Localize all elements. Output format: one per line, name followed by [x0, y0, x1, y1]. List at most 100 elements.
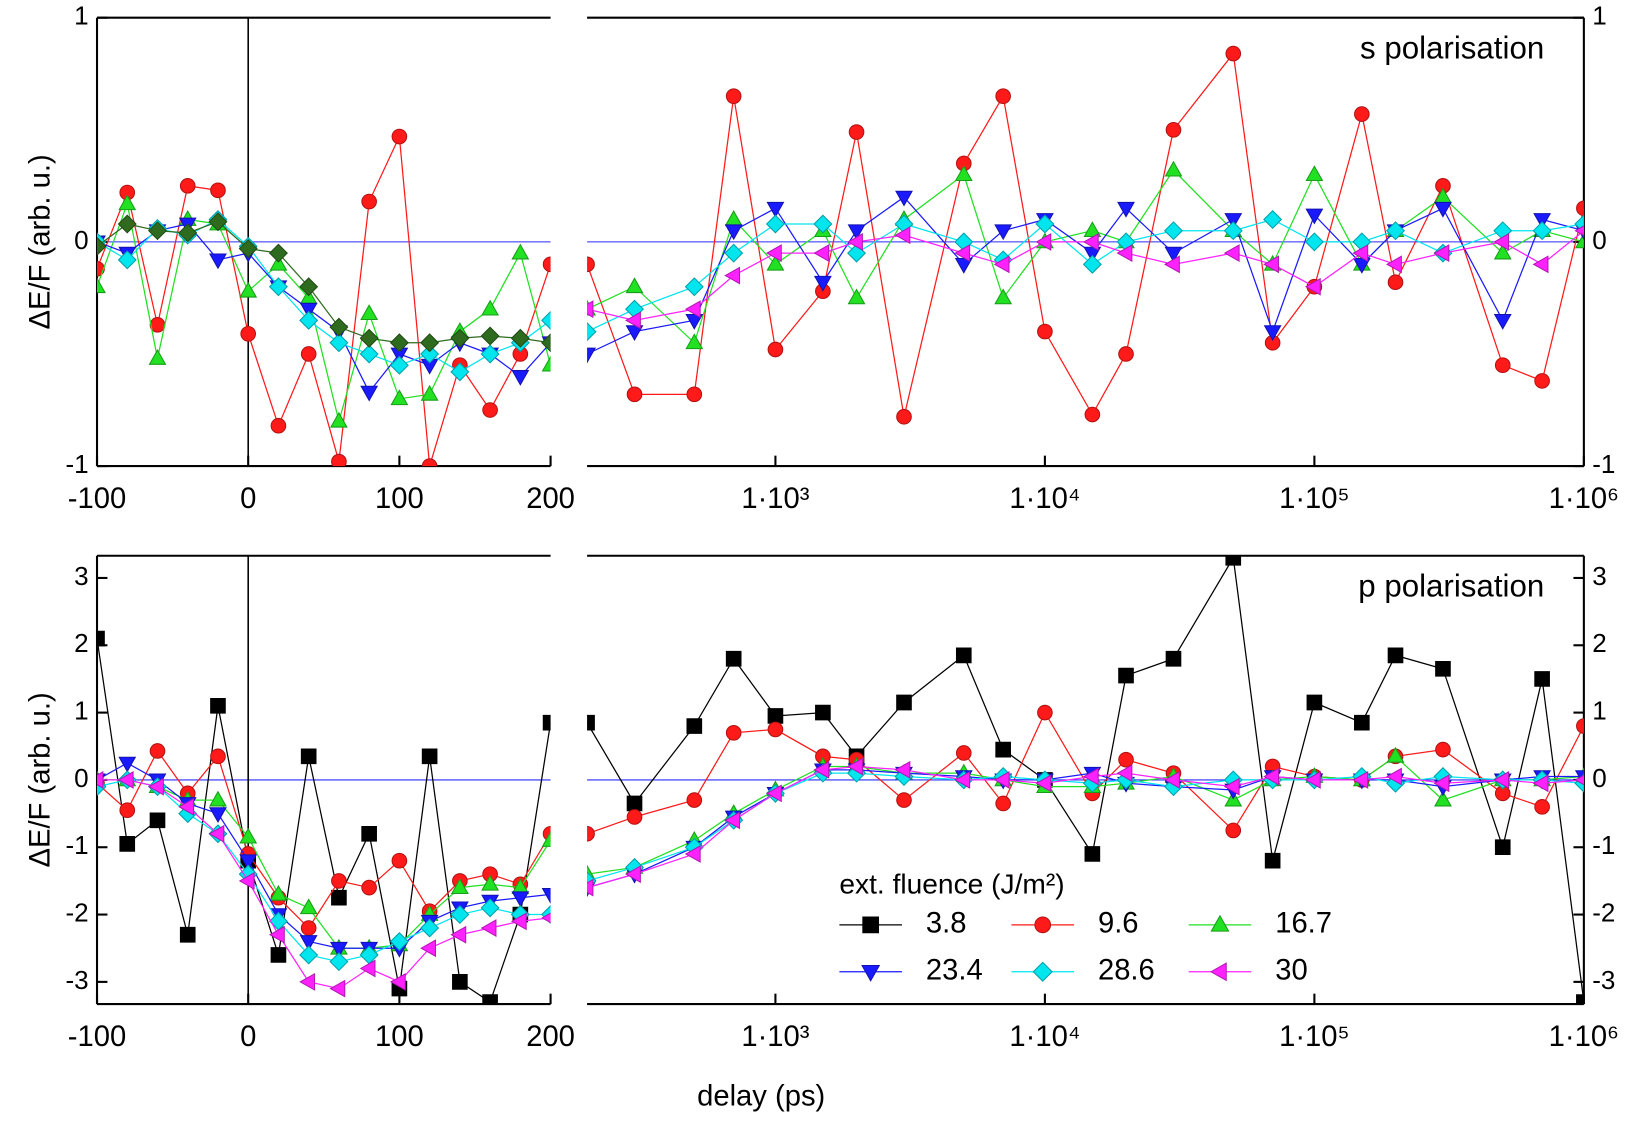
y-tick-label: -1	[1592, 830, 1615, 860]
data-point	[1493, 243, 1512, 260]
data-point	[1306, 694, 1323, 711]
y-tick-label: 1	[1592, 1, 1607, 31]
panel: -1 0 1 -100 0 100 200 ΔE/F (arb. u.)	[24, 1, 574, 516]
y-tick-label: 3	[1592, 561, 1607, 591]
data-point	[1084, 846, 1101, 862]
data-point	[813, 244, 830, 263]
data-point	[329, 411, 348, 428]
data-point	[148, 349, 167, 365]
data-point	[1576, 200, 1584, 217]
data-point	[210, 182, 226, 199]
data-point	[767, 341, 784, 358]
annotation: p polarisation	[1358, 568, 1544, 603]
data-point	[331, 873, 347, 889]
data-point	[541, 333, 551, 353]
data-point	[299, 972, 316, 991]
data-point	[480, 326, 500, 346]
annotation: s polarisation	[1360, 30, 1544, 65]
y-tick-label: 3	[74, 561, 89, 591]
data-point	[329, 333, 349, 353]
x-tick-label: 1·10⁵	[1279, 483, 1350, 515]
data-point	[625, 865, 641, 884]
x-tick-label: 0	[240, 483, 256, 515]
data-point	[1164, 255, 1180, 274]
series-line	[97, 749, 551, 930]
x-tick-label: 1·10⁵	[1279, 1021, 1350, 1053]
data-point	[1263, 325, 1282, 342]
data-point	[955, 647, 972, 664]
x-tick-label: 1·10⁶	[1549, 1021, 1619, 1053]
data-point	[268, 277, 288, 297]
data-point	[1534, 373, 1550, 389]
data-point	[511, 891, 530, 908]
data-point	[1082, 767, 1099, 786]
data-point	[117, 214, 137, 234]
data-point	[541, 888, 551, 904]
data-point	[587, 322, 597, 342]
data-point	[994, 288, 1013, 305]
data-point	[1493, 314, 1512, 330]
data-point	[511, 370, 530, 386]
series-line	[97, 134, 551, 467]
legend-label: 16.7	[1275, 908, 1332, 940]
series-line	[97, 201, 551, 424]
data-point	[1534, 799, 1550, 815]
data-point	[359, 328, 379, 348]
data-point	[209, 790, 227, 807]
data-point	[724, 224, 743, 241]
data-point	[300, 346, 317, 362]
legend-label: 3.8	[926, 908, 967, 940]
data-point	[1225, 45, 1242, 62]
data-point	[119, 836, 136, 852]
data-point	[587, 256, 595, 273]
data-point	[1304, 770, 1321, 789]
data-point	[626, 795, 643, 812]
data-point	[511, 243, 530, 260]
y-tick-label: 2	[1592, 628, 1607, 658]
data-point	[119, 802, 136, 818]
data-point	[626, 809, 643, 825]
data-point	[299, 935, 318, 951]
series-line	[97, 779, 551, 990]
data-point	[1164, 160, 1183, 177]
data-point	[725, 725, 742, 741]
data-point	[813, 275, 832, 292]
data-point	[954, 165, 973, 182]
data-point	[210, 748, 226, 765]
data-point	[1386, 746, 1405, 763]
y-tick-label: 0	[74, 763, 89, 793]
data-point	[686, 718, 703, 734]
data-point	[954, 770, 971, 789]
data-point	[299, 302, 318, 319]
data-point	[765, 244, 782, 263]
data-point	[724, 266, 741, 285]
data-point	[391, 128, 408, 145]
panel: -3 -2 -1 0 1 2 3 -100 0 100 200 ΔE/F (arb. u.)	[24, 554, 575, 1053]
series-line	[97, 221, 551, 344]
data-point	[587, 300, 594, 319]
data-point	[1264, 852, 1281, 869]
data-point	[329, 941, 348, 958]
data-point	[360, 385, 379, 402]
data-point	[1223, 777, 1240, 796]
data-point	[813, 760, 830, 779]
y-tick-label: -1	[66, 830, 89, 860]
x-tick-label: 100	[375, 1021, 424, 1053]
data-point	[361, 879, 377, 896]
data-point	[725, 88, 742, 104]
data-point	[1576, 994, 1584, 1005]
data-point	[360, 304, 379, 320]
data-point	[359, 959, 376, 978]
data-point	[420, 344, 440, 364]
data-point	[1494, 785, 1511, 802]
data-point	[847, 288, 866, 305]
data-point	[724, 210, 743, 226]
y-tick-label: 0	[74, 225, 89, 255]
data-point	[97, 630, 105, 647]
series-line	[97, 223, 551, 394]
data-point	[894, 226, 911, 245]
data-point	[1352, 770, 1369, 789]
data-point	[1533, 213, 1552, 229]
data-point	[1574, 232, 1584, 249]
